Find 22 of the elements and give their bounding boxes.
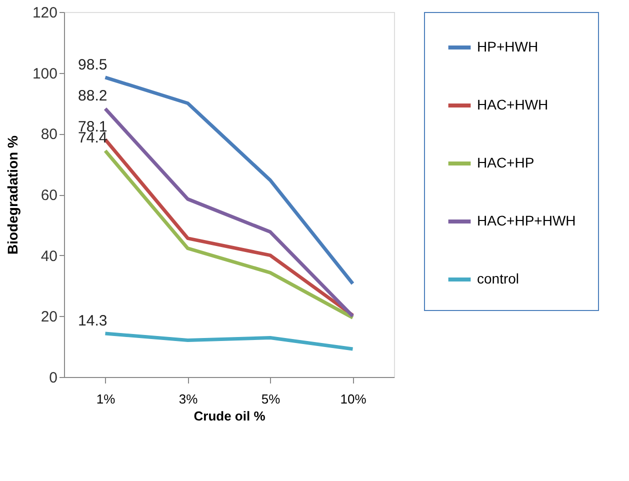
y-tick-label: 100	[32, 65, 58, 82]
data-label: 98.5	[78, 56, 108, 74]
y-tick-label: 0	[49, 370, 58, 386]
x-tick-label: 5%	[261, 392, 281, 406]
legend-label: HAC+HWH	[477, 96, 548, 112]
y-tick-label: 60	[40, 187, 58, 204]
legend-label: HAC+HP	[477, 154, 534, 170]
data-label: 88.2	[78, 88, 108, 105]
legend-label: control	[477, 270, 520, 286]
line-series	[104, 332, 354, 351]
y-axis-title: Biodegradation %	[4, 134, 20, 255]
legend-label: HAC+HP+HWH	[477, 212, 576, 228]
data-label: 14.3	[78, 312, 108, 330]
x-tick-label: 10%	[340, 392, 367, 406]
y-tick-label: 80	[40, 126, 58, 144]
y-tick-label: 40	[40, 248, 58, 265]
x-tick-label: 3%	[178, 392, 198, 406]
y-tick-label: 120	[32, 4, 58, 22]
legend-label: HP+HWH	[477, 38, 538, 54]
x-tick-label: 1%	[96, 392, 116, 406]
y-tick-label: 20	[40, 308, 58, 326]
x-axis-title: Crude oil %	[194, 408, 266, 424]
